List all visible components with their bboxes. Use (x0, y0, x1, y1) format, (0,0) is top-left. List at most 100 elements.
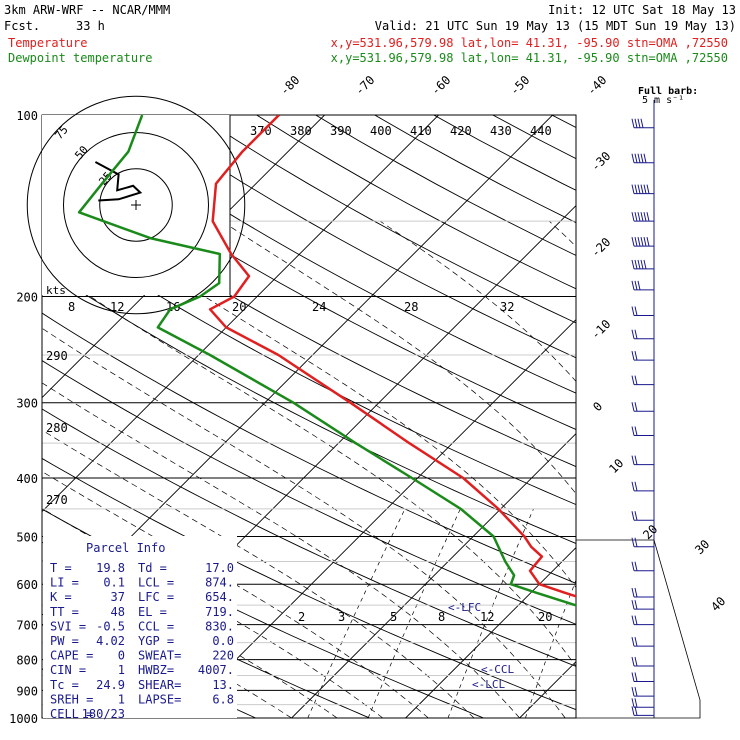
parcel-info-cell: YGP = (138, 634, 174, 648)
wind-barb (631, 656, 654, 667)
moist-adiabat (221, 220, 576, 495)
isotherm-label: 20 (640, 522, 660, 542)
wind-barb-feather (643, 153, 647, 163)
wind-barb-feather (631, 698, 635, 708)
wind-barb (631, 615, 654, 626)
wind-barb-feather (637, 153, 641, 163)
isotherm-label: 0 (590, 399, 605, 414)
wind-barb-feather (634, 481, 638, 491)
wind-barb-feather (631, 402, 635, 412)
isotherm (519, 660, 576, 718)
isotherm-label: -50 (507, 73, 532, 98)
wind-barb (631, 153, 654, 164)
wind-barb-feather (631, 375, 635, 385)
wind-barb-feather (634, 600, 638, 610)
wind-barb-feather (634, 259, 638, 270)
theta-label: 440 (530, 124, 552, 138)
wind-barb-feather (646, 212, 650, 222)
moist-adiabat (549, 220, 576, 248)
isotherm-label: -30 (588, 149, 613, 174)
parcel-info-cell: 220 (212, 649, 234, 663)
moist-adiabat (42, 263, 576, 667)
mixing-ratio-line (307, 508, 406, 718)
wind-barb-feather (640, 153, 644, 163)
wind-barb-feather (634, 329, 638, 339)
parcel-info-box (43, 536, 237, 718)
barb-legend-value: 5 m s⁻¹ (642, 95, 684, 106)
wind-barb-feather (631, 481, 635, 491)
mixing-ratio-label: 20 (232, 300, 246, 314)
isotherm-label: 30 (692, 537, 712, 557)
parcel-info-cell: 0 (118, 649, 125, 663)
moist-adiabat (696, 221, 740, 718)
wind-barb (631, 637, 654, 647)
isotherm-label: 10 (606, 456, 626, 476)
theta-label: 380 (290, 124, 312, 138)
parcel-info-cell: 13. (212, 678, 234, 692)
dry-adiabat (374, 115, 576, 224)
wind-barb-feather (631, 259, 635, 270)
wind-barb-feather (634, 280, 638, 290)
dewpoint-legend-label: Dewpoint temperature (8, 51, 153, 65)
parcel-info-cell: CIN = (50, 663, 86, 677)
parcel-info-cell: EL = (138, 605, 167, 619)
moist-adiabat (42, 471, 429, 718)
isotherm (291, 432, 576, 718)
theta-label-left: 280 (46, 421, 68, 435)
pressure-label-200: 200 (16, 291, 38, 305)
parcel-info-cell: 654. (205, 590, 234, 604)
parcel-info-cell: T = (50, 561, 72, 575)
wind-barb-feather (631, 184, 635, 194)
wind-barb-feather (634, 184, 638, 194)
wind-barb-feather (631, 672, 635, 682)
hodograph-ring (26, 95, 246, 315)
theta-label: 400 (370, 124, 392, 138)
dry-adiabat (670, 115, 740, 718)
parcel-info-cell: 874. (205, 576, 234, 590)
ccl-marker: <-CCL (481, 663, 514, 676)
temperature-legend-label: Temperature (8, 36, 87, 50)
pressure-label-800: 800 (16, 654, 38, 668)
isotherm-label: -20 (588, 235, 613, 260)
mixing-ratio-label: 28 (404, 300, 418, 314)
wind-barb-feather (646, 184, 650, 194)
wind-barb-feather (631, 118, 635, 128)
isotherm (177, 318, 576, 718)
parcel-info-cell: LI = (50, 576, 79, 590)
parcel-info-cell: 719. (205, 605, 234, 619)
hodograph-units: kts (46, 284, 66, 297)
moist-adiabat (42, 382, 520, 718)
wind-barb-feather (646, 237, 650, 247)
theta-label: 410 (410, 124, 432, 138)
isotherm-label: -40 (584, 73, 609, 98)
parcel-info-cell: CELL = (50, 707, 93, 721)
parcel-info-cell: LCL = (138, 576, 174, 590)
wind-barb-feather (634, 237, 638, 247)
parcel-info-cell: HWBZ= (138, 663, 174, 677)
wind-barb-feather (643, 259, 647, 270)
wind-barb (631, 212, 654, 222)
wind-barb (631, 402, 654, 412)
wind-barb-feather (643, 212, 647, 222)
wind-barb-feather (631, 615, 635, 625)
wind-barb-feather (634, 672, 638, 682)
forecast-hour: 33 h (76, 19, 105, 33)
parcel-info-cell: 37 (111, 590, 125, 604)
theta-label-left: 270 (46, 493, 68, 507)
mixing-ratio-line (687, 509, 740, 718)
wind-barb (631, 561, 654, 572)
wind-barb-feather (631, 329, 635, 339)
parcel-info-cell: 4007. (198, 663, 234, 677)
lfc-marker: <-LFC (448, 601, 481, 614)
wind-barb-feather (637, 212, 641, 222)
mixing-ratio-line (367, 508, 461, 718)
wind-barb-feather (637, 237, 641, 247)
wind-barb (631, 537, 654, 548)
wind-barb-feather (634, 375, 638, 385)
wind-barb (631, 280, 654, 291)
wind-barb-feather (634, 637, 638, 647)
pressure-label-400: 400 (16, 472, 38, 486)
moist-adiabat (42, 429, 475, 718)
mixing-ratio-label: 12 (110, 300, 124, 314)
